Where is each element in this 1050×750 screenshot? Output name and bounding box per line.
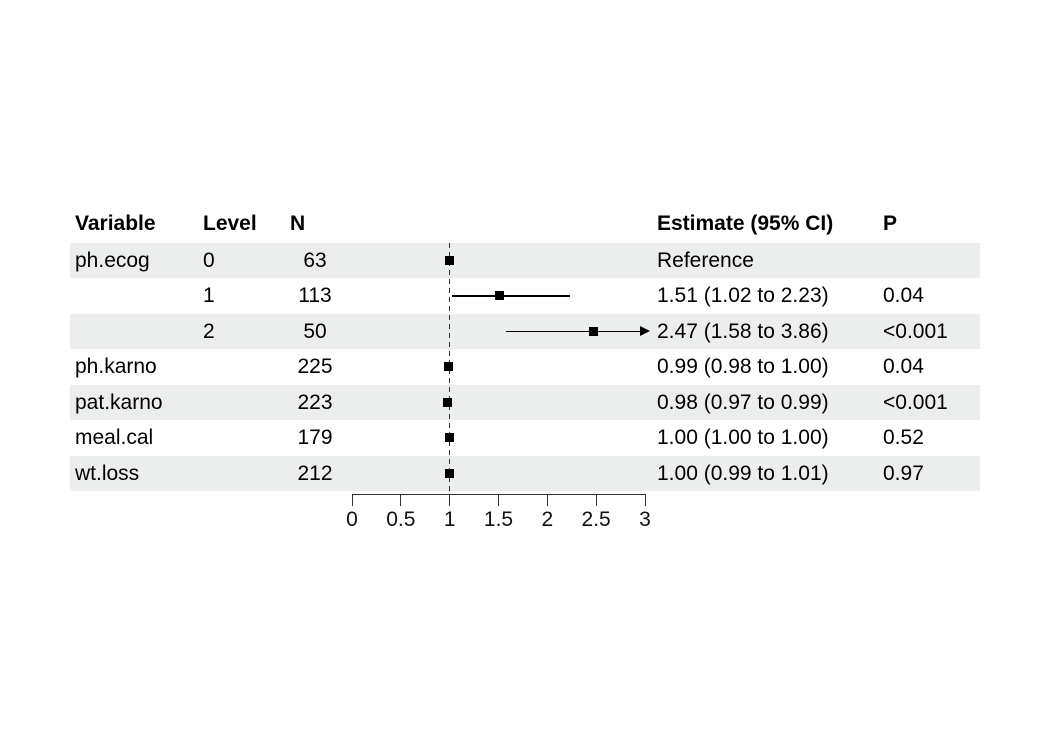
table-header-row: Variable Level N Estimate (95% CI) P xyxy=(70,205,980,243)
cell-variable: wt.loss xyxy=(75,461,140,485)
header-estimate: Estimate (95% CI) xyxy=(657,212,834,235)
header-n: N xyxy=(290,212,306,235)
cell-n: 212 xyxy=(297,461,333,485)
cell-estimate: 0.98 (0.97 to 0.99) xyxy=(657,390,829,414)
x-axis-line xyxy=(352,494,646,495)
axis-tick-label: 3 xyxy=(639,508,651,531)
cell-n: 223 xyxy=(297,390,333,414)
cell-estimate: 0.99 (0.98 to 1.00) xyxy=(657,355,829,378)
cell-variable: pat.karno xyxy=(75,390,163,414)
cell-variable: ph.ecog xyxy=(75,248,150,272)
cell-n: 225 xyxy=(297,355,333,378)
header-variable: Variable xyxy=(75,212,156,235)
table-row: 1 113 1.51 (1.02 to 2.23) 0.04 xyxy=(70,278,980,314)
axis-tick-label: 0.5 xyxy=(386,508,416,531)
cell-level: 2 xyxy=(203,319,215,343)
header-level: Level xyxy=(203,212,257,235)
axis-tick-label: 1 xyxy=(443,508,456,531)
cell-p: <0.001 xyxy=(883,319,948,343)
axis-tick xyxy=(351,494,353,506)
cell-level: 0 xyxy=(203,248,215,272)
table-row: wt.loss 212 1.00 (0.99 to 1.01) 0.97 xyxy=(70,455,980,491)
axis-tick-label: 2.5 xyxy=(581,508,611,531)
axis-tick-label: 2 xyxy=(541,508,554,531)
axis-tick xyxy=(449,494,451,506)
cell-p: 0.04 xyxy=(883,284,924,307)
cell-n: 63 xyxy=(303,248,327,272)
table-row: ph.karno 225 0.99 (0.98 to 1.00) 0.04 xyxy=(70,349,980,385)
cell-n: 113 xyxy=(298,284,332,307)
cell-n: 50 xyxy=(303,319,327,343)
cell-n: 179 xyxy=(297,426,333,449)
header-p: P xyxy=(883,212,898,235)
cell-estimate: 2.47 (1.58 to 3.86) xyxy=(657,319,829,343)
cell-estimate: 1.00 (1.00 to 1.00) xyxy=(657,426,829,449)
axis-tick xyxy=(498,494,499,506)
table-row: pat.karno 223 0.98 (0.97 to 0.99) <0.001 xyxy=(70,384,980,420)
axis-tick-label: 1.5 xyxy=(483,508,514,531)
cell-p: 0.97 xyxy=(883,461,924,485)
cell-estimate: 1.00 (0.99 to 1.01) xyxy=(657,461,829,485)
cell-p: 0.52 xyxy=(883,426,924,449)
table-row: 2 50 2.47 (1.58 to 3.86) <0.001 xyxy=(70,313,980,349)
table-row: ph.ecog 0 63 Reference xyxy=(70,242,980,278)
axis-tick xyxy=(644,494,646,506)
cell-level: 1 xyxy=(203,284,215,307)
cell-estimate: 1.51 (1.02 to 2.23) xyxy=(657,284,829,307)
cell-variable: meal.cal xyxy=(75,426,154,449)
axis-tick xyxy=(595,494,597,506)
axis-tick xyxy=(400,494,402,506)
table-row: meal.cal 179 1.00 (1.00 to 1.00) 0.52 xyxy=(70,420,980,456)
cell-p: 0.04 xyxy=(883,355,924,378)
cell-variable: ph.karno xyxy=(75,355,157,378)
axis-tick-label: 0 xyxy=(346,508,358,531)
cell-estimate: Reference xyxy=(657,248,754,272)
axis-tick xyxy=(546,494,548,506)
cell-p: <0.001 xyxy=(883,390,948,414)
